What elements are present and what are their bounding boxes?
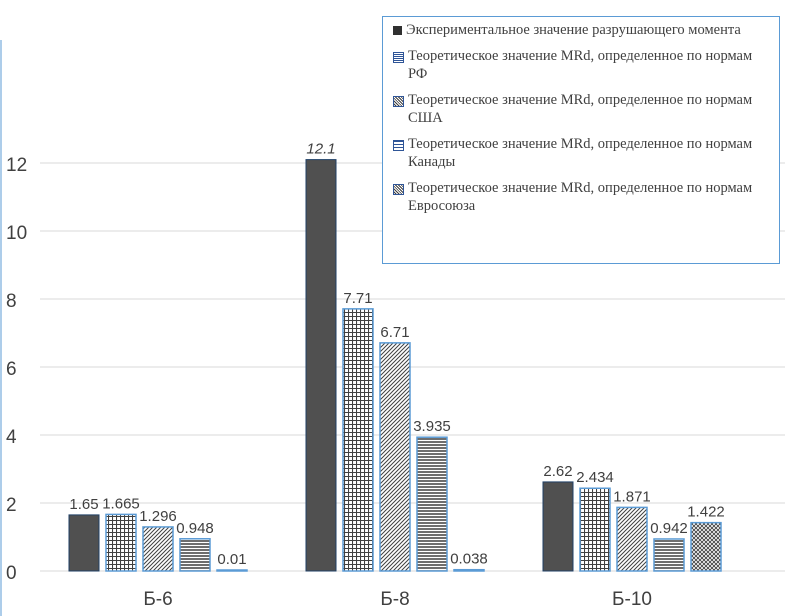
y-tick-label: 2 — [6, 495, 17, 516]
data-label: 12.1 — [306, 141, 335, 158]
y-axis: 0 2 4 6 8 10 12 — [0, 40, 27, 616]
data-label: 1.871 — [613, 488, 651, 505]
data-label: 1.665 — [102, 495, 140, 512]
legend-swatch-icon — [393, 96, 404, 107]
bar-series-4-2 — [416, 436, 448, 572]
bar-series-4-1 — [179, 538, 211, 572]
y-tick-label: 8 — [6, 291, 17, 312]
bar-series-5-2 — [453, 568, 485, 572]
y-tick-label: 6 — [6, 359, 17, 380]
data-label: 0.038 — [450, 551, 488, 568]
bars — [68, 159, 722, 572]
bar-series-3-3 — [616, 506, 648, 572]
data-label: 0.948 — [176, 520, 214, 537]
legend-label: Теоретическое значение MRd, определенное… — [408, 136, 753, 170]
legend-swatch-icon — [393, 52, 404, 63]
data-label: 2.62 — [543, 463, 572, 480]
bar-series-2-3 — [579, 487, 611, 572]
data-label: 0.01 — [217, 551, 246, 568]
legend-label: Теоретическое значение MRd, определенное… — [408, 92, 753, 126]
legend-label: Теоретическое значение MRd, определенное… — [408, 180, 753, 214]
data-label: 7.71 — [343, 290, 372, 307]
data-label: 2.434 — [576, 469, 614, 486]
legend: Экспериментальное значение разрушающего … — [382, 16, 780, 264]
x-tick-label: Б-8 — [380, 589, 409, 610]
legend-swatch-icon — [393, 26, 402, 35]
legend-item: Теоретическое значение MRd, определенное… — [393, 91, 773, 127]
bar-series-1-3 — [542, 481, 574, 572]
bar-series-4-3 — [653, 538, 685, 572]
legend-swatch-icon — [393, 184, 404, 195]
x-tick-label: Б-6 — [143, 589, 172, 610]
data-label: 1.65 — [69, 496, 98, 513]
y-tick-label: 10 — [6, 223, 27, 244]
legend-swatch-icon — [393, 140, 404, 151]
legend-item: Теоретическое значение MRd, определенное… — [393, 135, 773, 171]
data-label: 0.942 — [650, 520, 688, 537]
bar-series-5-3 — [690, 521, 722, 572]
bar-series-1-1 — [68, 514, 100, 572]
bar-series-1-2 — [305, 159, 337, 572]
bar-series-2-1 — [105, 513, 137, 572]
y-tick-label: 4 — [6, 427, 17, 448]
legend-item: Теоретическое значение MRd, определенное… — [393, 47, 773, 83]
bar-series-3-2 — [379, 342, 411, 572]
x-axis: Б-6 Б-8 Б-10 — [143, 589, 652, 610]
y-tick-label: 0 — [6, 563, 17, 584]
data-label: 1.296 — [139, 508, 177, 525]
legend-item: Теоретическое значение MRd, определенное… — [393, 179, 773, 215]
bar-series-5-1 — [216, 569, 248, 572]
legend-label: Теоретическое значение MRd, определенное… — [408, 48, 753, 82]
data-labels: 1.65 12.1 2.62 1.665 7.71 2.434 1.296 6.71 1.871… — [69, 141, 724, 568]
data-label: 6.71 — [380, 324, 409, 341]
x-tick-label: Б-10 — [612, 589, 652, 610]
legend-item: Экспериментальное значение разрушающего … — [393, 21, 773, 39]
data-label: 1.422 — [687, 504, 725, 521]
data-label: 3.935 — [413, 418, 451, 435]
legend-label: Экспериментальное значение разрушающего … — [406, 22, 741, 38]
bar-series-2-2 — [342, 308, 374, 572]
y-tick-label: 12 — [6, 155, 27, 176]
bar-series-3-1 — [142, 526, 174, 572]
